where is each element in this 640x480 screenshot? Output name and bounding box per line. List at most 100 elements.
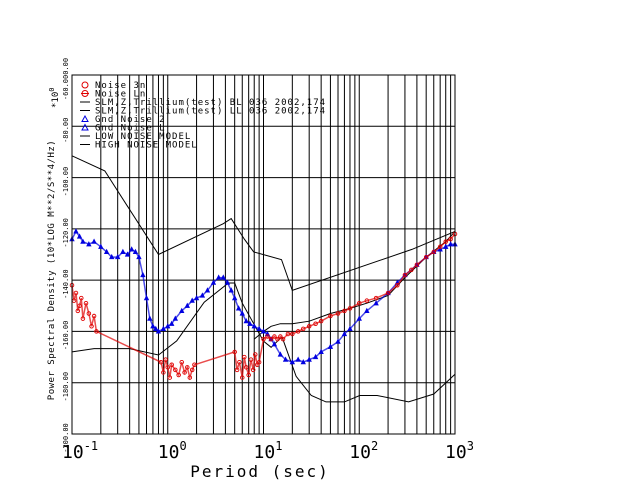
data-point-circle — [89, 324, 94, 329]
data-point-triangle — [184, 302, 190, 308]
data-point-circle — [158, 359, 164, 365]
data-point-triangle — [172, 315, 179, 321]
data-point-circle — [243, 365, 249, 370]
data-point-circle — [431, 249, 437, 255]
data-point-circle — [437, 244, 443, 250]
data-point-circle — [272, 334, 277, 339]
data-point-circle — [318, 318, 324, 324]
y-tick-label: -120.00 — [62, 218, 70, 248]
data-point-circle — [395, 283, 400, 288]
data-point-circle — [173, 367, 178, 373]
series-line — [71, 282, 456, 403]
data-point-triangle — [136, 253, 142, 260]
x-tick-base: 10 — [349, 442, 371, 463]
data-point-circle — [402, 272, 408, 278]
legend-label: LOW NOISE MODEL — [95, 132, 191, 142]
x-tick-base: 10 — [445, 442, 467, 463]
data-point-triangle — [86, 241, 92, 247]
data-point-circle — [75, 308, 81, 314]
data-point-circle — [295, 329, 301, 334]
y-tick-label: -160.00 — [62, 321, 70, 351]
data-point-circle — [357, 300, 362, 306]
data-point-circle — [313, 321, 318, 326]
legend-marker-triangle — [81, 114, 89, 122]
data-point-triangle — [300, 359, 306, 365]
data-point-circle — [252, 352, 258, 357]
x-tick-base: 10 — [158, 442, 180, 463]
plot-frame — [71, 74, 456, 435]
data-point-triangle — [155, 328, 162, 334]
data-point-circle — [79, 295, 84, 301]
data-point-circle — [187, 375, 193, 380]
data-point-circle — [414, 262, 420, 268]
x-tick-base: 10 — [62, 442, 84, 463]
data-point-triangle — [318, 348, 324, 355]
data-point-circle — [385, 290, 391, 296]
legend-label: Noise Ln — [95, 90, 146, 100]
data-point-triangle — [243, 318, 249, 324]
data-point-circle — [179, 359, 184, 365]
data-point-circle — [77, 303, 82, 309]
data-point-circle — [234, 367, 240, 373]
data-point-circle — [182, 370, 187, 375]
data-point-circle — [176, 372, 181, 378]
data-point-circle — [290, 331, 295, 337]
data-point-circle — [192, 362, 197, 368]
data-point-circle — [163, 357, 168, 362]
data-point-circle — [242, 354, 247, 360]
data-point-triangle — [103, 248, 110, 255]
data-point-triangle — [220, 274, 226, 280]
x-tick-label: 10-1 — [62, 439, 98, 463]
data-point-triangle — [73, 228, 79, 234]
data-point-circle — [94, 329, 99, 334]
data-point-triangle — [120, 248, 126, 255]
data-point-triangle — [150, 323, 156, 329]
data-point-triangle — [80, 238, 86, 244]
data-point-circle — [161, 370, 166, 375]
data-point-triangle — [247, 320, 253, 326]
y-tick-label: -180.00 — [62, 372, 70, 402]
data-point-circle — [306, 324, 312, 329]
data-point-circle — [169, 362, 174, 368]
data-point-triangle — [347, 325, 353, 331]
y-tick-label: -100.00 — [62, 167, 70, 197]
data-point-triangle — [327, 343, 334, 349]
grid — [71, 74, 455, 435]
y-multiplier: *100 — [48, 88, 61, 108]
data-point-triangle — [179, 307, 185, 314]
data-point-triangle — [443, 243, 449, 249]
x-tick-exponent: 2 — [371, 439, 378, 453]
data-point-circle — [278, 334, 283, 339]
legend-label: SLM,Z,Trillium(test) LL 036 2002,174 — [95, 107, 326, 117]
data-point-triangle — [356, 315, 362, 321]
data-point-triangle — [160, 325, 167, 331]
series-trace — [71, 233, 456, 381]
legend-label: Gnd Noise 2 — [95, 115, 166, 125]
data-point-circle — [185, 365, 190, 370]
x-tick-label: 103 — [445, 439, 474, 463]
data-point-triangle — [295, 356, 301, 362]
data-point-triangle — [124, 251, 131, 257]
data-point-circle — [300, 326, 306, 332]
data-point-circle — [448, 236, 453, 242]
x-tick-base: 10 — [254, 442, 276, 463]
data-point-triangle — [91, 238, 97, 244]
data-point-circle — [268, 336, 274, 342]
data-point-triangle — [277, 351, 284, 357]
data-point-circle — [285, 331, 291, 337]
data-point-circle — [280, 336, 286, 342]
data-point-circle — [256, 359, 262, 365]
y-tick-label: -140.00 — [62, 269, 70, 299]
data-point-triangle — [128, 246, 135, 252]
x-tick-label: 101 — [254, 439, 283, 463]
data-point-circle — [240, 375, 245, 380]
data-point-circle — [275, 336, 280, 342]
data-point-circle — [373, 295, 379, 301]
x-tick-exponent: 1 — [275, 439, 282, 453]
data-point-circle — [335, 311, 341, 316]
data-point-triangle — [76, 233, 83, 239]
x-axis-title: Period (sec) — [190, 462, 330, 480]
data-point-triangle — [312, 353, 319, 360]
y-tick-label: -60.000.00 — [62, 58, 70, 100]
